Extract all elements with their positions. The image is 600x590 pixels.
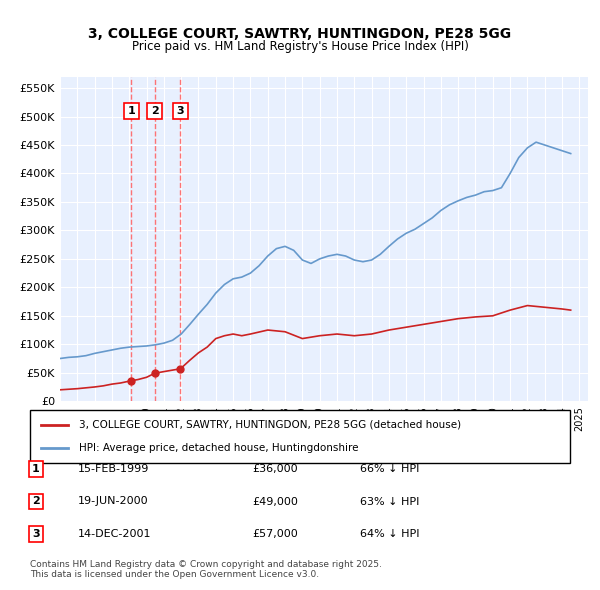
Text: 3: 3 (176, 106, 184, 116)
Text: £36,000: £36,000 (252, 464, 298, 474)
Text: Contains HM Land Registry data © Crown copyright and database right 2025.
This d: Contains HM Land Registry data © Crown c… (30, 560, 382, 579)
Text: 3: 3 (32, 529, 40, 539)
Text: 64% ↓ HPI: 64% ↓ HPI (360, 529, 419, 539)
Text: HPI: Average price, detached house, Huntingdonshire: HPI: Average price, detached house, Hunt… (79, 443, 358, 453)
Text: 2: 2 (32, 497, 40, 506)
Text: £49,000: £49,000 (252, 497, 298, 506)
FancyBboxPatch shape (30, 410, 570, 463)
Text: 2: 2 (151, 106, 158, 116)
Text: 3, COLLEGE COURT, SAWTRY, HUNTINGDON, PE28 5GG (detached house): 3, COLLEGE COURT, SAWTRY, HUNTINGDON, PE… (79, 420, 461, 430)
Text: £57,000: £57,000 (252, 529, 298, 539)
Text: 19-JUN-2000: 19-JUN-2000 (78, 497, 149, 506)
Text: 1: 1 (32, 464, 40, 474)
Text: 63% ↓ HPI: 63% ↓ HPI (360, 497, 419, 506)
Text: 1: 1 (127, 106, 135, 116)
Text: 15-FEB-1999: 15-FEB-1999 (78, 464, 149, 474)
Text: 14-DEC-2001: 14-DEC-2001 (78, 529, 151, 539)
Text: 66% ↓ HPI: 66% ↓ HPI (360, 464, 419, 474)
Text: 3, COLLEGE COURT, SAWTRY, HUNTINGDON, PE28 5GG: 3, COLLEGE COURT, SAWTRY, HUNTINGDON, PE… (88, 27, 512, 41)
Text: Price paid vs. HM Land Registry's House Price Index (HPI): Price paid vs. HM Land Registry's House … (131, 40, 469, 53)
